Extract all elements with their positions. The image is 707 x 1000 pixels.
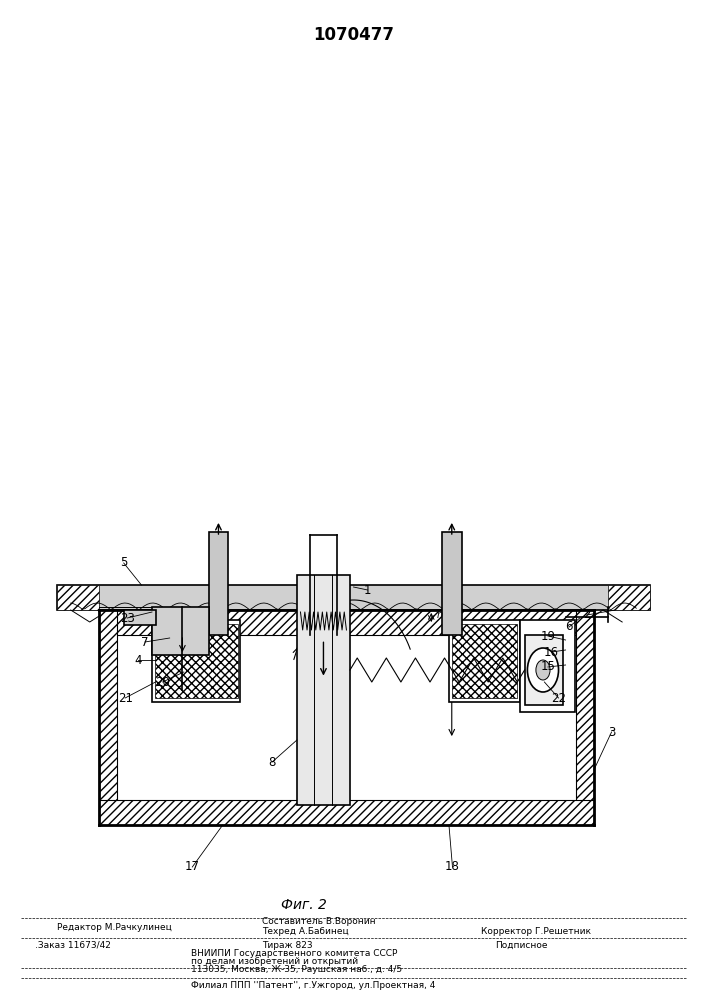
Bar [152, 607, 209, 655]
Text: 16: 16 [544, 646, 559, 658]
Text: 1070477: 1070477 [313, 26, 394, 44]
Bar [99, 610, 117, 825]
Text: Редактор М.Рачкулинец: Редактор М.Рачкулинец [57, 922, 171, 932]
Bar [525, 635, 563, 705]
Bar [442, 532, 462, 635]
Text: 5: 5 [120, 556, 127, 570]
Text: h: h [437, 610, 443, 620]
Circle shape [536, 660, 550, 680]
Bar [576, 610, 594, 825]
Polygon shape [57, 585, 650, 610]
Text: 22: 22 [551, 692, 566, 704]
Text: .Заказ 11673/42: .Заказ 11673/42 [35, 940, 111, 950]
Text: 1: 1 [364, 584, 371, 596]
Circle shape [527, 648, 559, 692]
Bar [520, 620, 575, 712]
Text: 19: 19 [540, 630, 556, 643]
Text: 17: 17 [185, 860, 200, 874]
Text: Подписное: Подписное [495, 940, 547, 950]
Text: Корректор Г.Решетник: Корректор Г.Решетник [481, 928, 591, 936]
Text: ВНИИПИ Государственного комитета СССР: ВНИИПИ Государственного комитета СССР [191, 950, 397, 958]
Bar [452, 624, 517, 698]
Text: по делам изобретений и открытий: по делам изобретений и открытий [191, 958, 358, 966]
Bar [209, 532, 228, 635]
Text: 3: 3 [608, 726, 615, 738]
Text: 4: 4 [134, 654, 141, 666]
Text: 15: 15 [540, 660, 556, 674]
Bar [155, 624, 238, 698]
Text: Филиал ППП ''Патент'', г.Ужгород, ул.Проектная, 4: Филиал ППП ''Патент'', г.Ужгород, ул.Про… [191, 980, 436, 990]
Text: 21: 21 [117, 692, 133, 704]
Bar [57, 585, 99, 610]
Bar [99, 800, 594, 825]
Text: 23: 23 [119, 611, 135, 624]
Text: 8: 8 [269, 756, 276, 768]
Bar [152, 620, 240, 702]
Text: 20: 20 [155, 676, 170, 688]
Bar [449, 620, 520, 702]
Text: 113035, Москва, Ж-35, Раушская наб., д. 4/5: 113035, Москва, Ж-35, Раушская наб., д. … [191, 966, 402, 974]
Text: 6: 6 [566, 620, 573, 634]
Bar [117, 635, 576, 800]
Bar [99, 610, 594, 635]
Text: 2: 2 [583, 608, 590, 621]
Text: Фиг. 2: Фиг. 2 [281, 898, 327, 912]
Bar [608, 585, 650, 610]
Bar [124, 610, 156, 625]
Text: 18: 18 [445, 860, 460, 874]
Bar [297, 575, 350, 805]
Text: Техред А.Бабинец: Техред А.Бабинец [262, 928, 349, 936]
Text: Составитель В.Воронин: Составитель В.Воронин [262, 916, 375, 926]
Text: 7: 7 [141, 636, 148, 648]
Text: Тираж 823: Тираж 823 [262, 940, 312, 950]
